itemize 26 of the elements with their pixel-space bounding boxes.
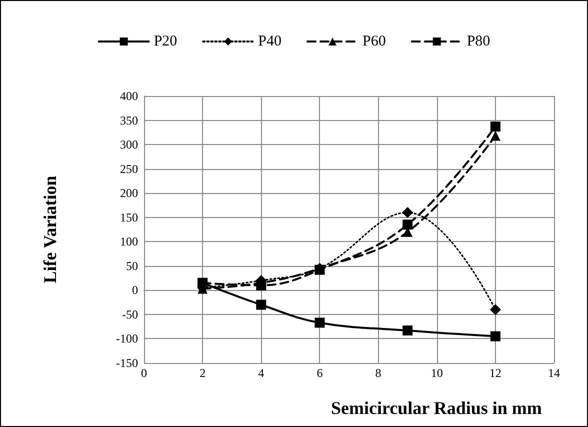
y-tick-label: 350	[120, 113, 138, 128]
legend-label: P20	[154, 34, 178, 50]
x-tick-label: 8	[375, 366, 382, 380]
y-tick-label: -50	[122, 307, 138, 322]
x-tick-label: 6	[316, 366, 323, 380]
y-tick-label: 250	[120, 162, 138, 176]
legend-label: P40	[258, 34, 282, 50]
x-tick-label: 14	[548, 366, 560, 380]
y-tick-label: 100	[120, 234, 138, 249]
x-tick-label: 4	[258, 366, 264, 380]
x-axis-title: Semicircular Radius in mm	[331, 398, 542, 418]
y-tick-label: -100	[116, 332, 138, 346]
y-tick-label: -150	[116, 356, 138, 370]
y-tick-label: 300	[120, 138, 138, 152]
y-tick-label: 0	[132, 283, 138, 298]
x-tick-label: 0	[141, 366, 147, 380]
legend-label: P80	[466, 34, 490, 50]
x-tick-label: 2	[200, 366, 206, 380]
legend-label: P60	[362, 34, 386, 50]
y-tick-label: 400	[120, 89, 138, 103]
y-axis-title: Life Variation	[40, 176, 60, 284]
x-tick-label: 10	[430, 366, 443, 380]
y-tick-label: 150	[120, 210, 138, 224]
y-tick-label: 50	[126, 258, 138, 273]
x-tick-label: 12	[489, 366, 502, 380]
y-tick-label: 200	[120, 186, 138, 200]
